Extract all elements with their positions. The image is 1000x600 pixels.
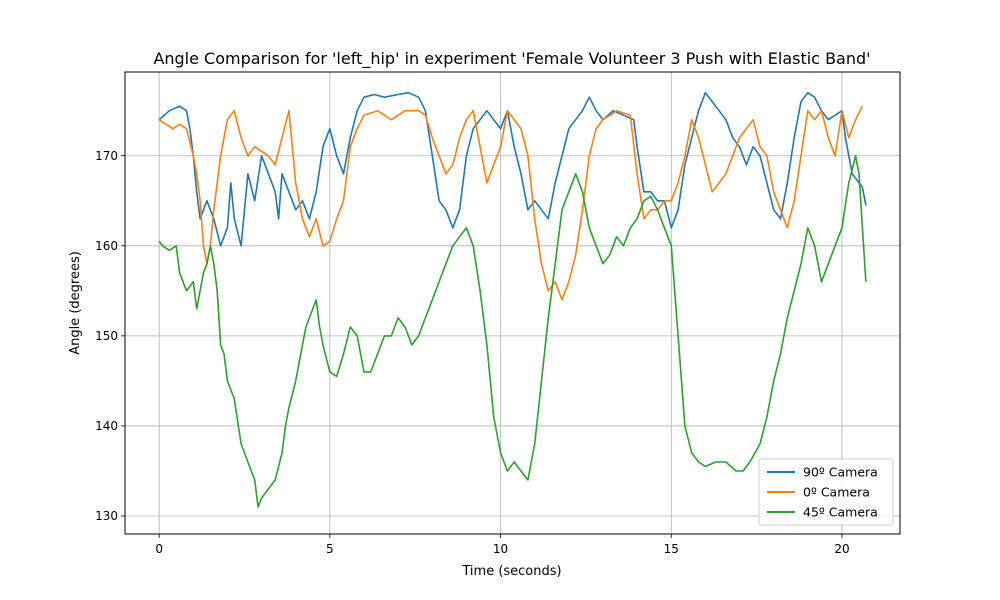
y-tick-label: 150 <box>95 329 118 343</box>
plot-frame <box>124 71 901 535</box>
y-axis-label: Angle (degrees) <box>68 251 83 355</box>
y-axis: 130 140 150 160 170 <box>95 149 125 523</box>
legend-box <box>758 458 894 526</box>
y-tick-label: 140 <box>95 419 118 433</box>
legend-label-1: 0º Camera <box>803 485 870 500</box>
y-tick-label: 160 <box>95 239 118 253</box>
x-axis-label: Time (seconds) <box>461 564 561 579</box>
legend: 90º Camera 0º Camera 45º Camera <box>758 458 894 526</box>
x-tick-label: 15 <box>664 542 679 556</box>
x-tick-label: 5 <box>326 542 334 556</box>
series-lines <box>158 91 867 508</box>
y-tick-label: 170 <box>95 149 118 163</box>
legend-label-0: 90º Camera <box>803 465 878 480</box>
series-line-0 <box>158 91 867 247</box>
y-tick-label: 130 <box>95 509 118 523</box>
x-axis: 0 5 10 15 20 <box>155 534 850 556</box>
legend-label-2: 45º Camera <box>803 505 878 520</box>
x-tick-label: 20 <box>834 542 849 556</box>
series-line-2 <box>158 155 867 508</box>
x-tick-label: 0 <box>155 542 163 556</box>
series-line-1 <box>158 105 864 301</box>
x-tick-label: 10 <box>493 542 508 556</box>
chart-title: Angle Comparison for 'left_hip' in exper… <box>153 49 870 69</box>
